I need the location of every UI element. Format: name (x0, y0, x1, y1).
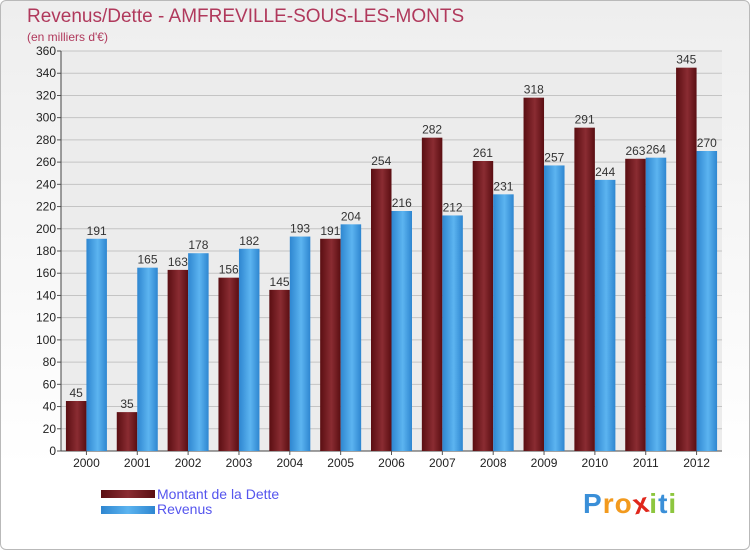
value-label-revenue: 231 (493, 179, 513, 193)
bar-revenue (391, 211, 412, 451)
bar-debt (167, 269, 189, 451)
value-label-revenue: 244 (595, 165, 615, 179)
value-label-revenue: 257 (544, 150, 564, 164)
logo-letter: t (658, 488, 669, 519)
x-tick-label: 2005 (327, 456, 354, 470)
bar-debt (269, 289, 290, 451)
x-tick-label: 2003 (226, 456, 253, 470)
value-label-debt: 345 (676, 53, 696, 67)
bar-revenue (289, 236, 311, 451)
proxiti-logo: Proxiti (583, 487, 678, 521)
value-label-debt: 163 (168, 255, 188, 269)
bar-revenue (137, 267, 158, 451)
y-tick-label: 200 (36, 222, 56, 236)
y-tick-label: 100 (36, 333, 56, 347)
bar-revenue (696, 151, 718, 451)
x-tick-label: 2009 (531, 456, 558, 470)
value-label-revenue: 193 (290, 222, 310, 236)
chart-subtitle: (en milliers d'€) (27, 30, 108, 44)
value-label-revenue: 165 (138, 253, 158, 267)
y-tick-label: 260 (36, 155, 56, 169)
bar-debt (65, 401, 87, 451)
y-tick-label: 340 (36, 66, 56, 80)
value-label-debt: 45 (69, 386, 83, 400)
y-tick-label: 60 (43, 377, 57, 391)
bar-revenue (188, 253, 209, 451)
value-label-revenue: 216 (392, 196, 412, 210)
y-tick-label: 140 (36, 288, 56, 302)
legend-label-revenue: Revenus (157, 501, 213, 517)
value-label-debt: 263 (625, 144, 645, 158)
logo-letter: i (668, 488, 678, 519)
value-label-debt: 254 (371, 154, 391, 168)
bar-revenue (238, 248, 260, 451)
bar-debt (625, 158, 646, 451)
legend-label-debt: Montant de la Dette (157, 486, 280, 502)
y-tick-label: 280 (36, 133, 56, 147)
bar-revenue (493, 194, 514, 452)
bar-debt (523, 97, 545, 452)
y-tick-label: 300 (36, 111, 56, 125)
bar-revenue (544, 165, 565, 451)
logo-letter: r (602, 488, 615, 519)
y-tick-label: 20 (43, 422, 57, 436)
bar-revenue (340, 224, 362, 451)
y-tick-label: 220 (36, 200, 56, 214)
chart-title: Revenus/Dette - AMFREVILLE-SOUS-LES-MONT… (27, 6, 465, 27)
x-tick-label: 2004 (276, 456, 303, 470)
bar-debt (421, 137, 443, 451)
y-tick-label: 180 (36, 244, 56, 258)
logo-letter: P (583, 488, 603, 519)
bar-debt (218, 277, 239, 451)
x-tick-label: 2008 (480, 456, 507, 470)
logo-letter: o (614, 488, 633, 519)
y-tick-label: 80 (43, 355, 57, 369)
y-tick-label: 240 (36, 177, 56, 191)
x-tick-label: 2011 (633, 456, 659, 470)
legend-swatch-revenue (101, 506, 155, 514)
value-label-debt: 145 (270, 275, 290, 289)
value-label-revenue: 182 (239, 234, 259, 248)
value-label-revenue: 270 (697, 136, 717, 150)
x-tick-label: 2006 (378, 456, 405, 470)
x-tick-label: 2002 (175, 456, 202, 470)
value-label-debt: 261 (473, 146, 493, 160)
legend-swatch-debt (101, 490, 155, 498)
bar-revenue (645, 157, 667, 451)
value-label-debt: 291 (575, 113, 595, 127)
value-label-revenue: 178 (188, 238, 208, 252)
y-tick-label: 320 (36, 88, 56, 102)
logo-letter: i (649, 488, 659, 519)
value-label-debt: 156 (219, 263, 239, 277)
y-tick-label: 40 (43, 400, 57, 414)
y-tick-label: 0 (49, 444, 56, 458)
x-tick-label: 2007 (429, 456, 456, 470)
x-tick-label: 2000 (73, 456, 100, 470)
y-tick-label: 120 (36, 311, 56, 325)
bar-debt (371, 168, 392, 451)
bar-revenue (594, 179, 616, 451)
value-label-debt: 35 (120, 397, 134, 411)
x-tick-label: 2012 (683, 456, 710, 470)
y-tick-label: 360 (36, 44, 56, 58)
value-label-revenue: 212 (443, 200, 463, 214)
bar-debt (574, 127, 595, 452)
bar-debt (320, 238, 341, 451)
bar-revenue (86, 238, 107, 451)
value-label-revenue: 264 (646, 143, 666, 157)
x-tick-label: 2010 (582, 456, 609, 470)
x-tick-label: 2001 (124, 456, 151, 470)
value-label-debt: 318 (524, 83, 544, 97)
value-label-revenue: 191 (87, 224, 107, 238)
bar-debt (116, 412, 138, 451)
bar-debt (472, 161, 494, 451)
y-tick-label: 160 (36, 266, 56, 280)
value-label-debt: 191 (320, 224, 340, 238)
bar-revenue (442, 215, 463, 451)
value-label-debt: 282 (422, 123, 442, 137)
value-label-revenue: 204 (341, 209, 361, 223)
bar-debt (676, 67, 697, 452)
